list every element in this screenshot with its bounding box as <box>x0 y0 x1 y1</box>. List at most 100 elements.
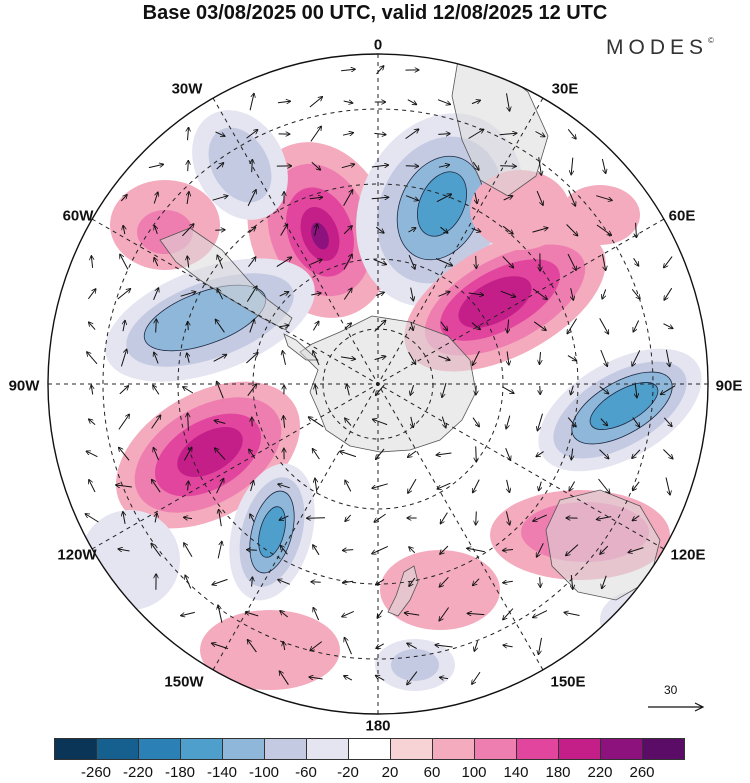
wind-arrow <box>310 641 323 651</box>
wind-arrow <box>665 477 670 495</box>
wind-arrow <box>87 352 98 365</box>
wind-arrow <box>567 355 576 361</box>
wind-arrow <box>212 643 229 650</box>
wind-arrow <box>183 448 191 461</box>
wind-arrow <box>123 512 125 524</box>
wind-arrow <box>89 480 96 493</box>
wind-arrow <box>407 643 417 650</box>
colorbar-swatch <box>390 738 433 760</box>
wind-arrow <box>472 417 479 427</box>
wind-arrow <box>629 547 644 553</box>
wind-arrow <box>343 101 353 103</box>
wind-arrow <box>507 351 509 364</box>
colorbar-swatch <box>642 738 685 760</box>
wind-arrow <box>153 386 160 395</box>
wind-arrow <box>372 545 389 553</box>
wind-arrow <box>438 355 449 360</box>
wind-arrow <box>539 481 542 491</box>
wind-arrow <box>538 413 543 431</box>
wind-arrow <box>187 353 189 363</box>
lon-label-60w: 60W <box>62 207 94 225</box>
wind-arrow <box>215 448 226 461</box>
wind-arrow <box>532 288 547 299</box>
wind-arrow <box>411 416 413 427</box>
wind-arrow <box>632 449 641 458</box>
wind-arrow <box>664 256 673 268</box>
wind-arrow <box>568 190 576 205</box>
wind-arrow <box>180 292 196 297</box>
wind-arrow <box>120 350 126 367</box>
wind-arrow <box>345 514 352 521</box>
wind-arrow <box>411 287 414 301</box>
wind-arrow <box>188 413 189 431</box>
wind-arrow <box>436 645 453 647</box>
anomaly-contour <box>589 382 659 430</box>
wind-arrow <box>405 166 418 167</box>
wind-arrow <box>503 581 513 583</box>
lon-label-120e: 120E <box>670 546 706 564</box>
wind-arrow <box>440 226 448 233</box>
reference-vector: 30 <box>646 683 706 723</box>
wind-arrow <box>540 352 541 364</box>
wind-arrow <box>309 197 322 199</box>
wind-arrow <box>506 93 510 110</box>
wind-arrow <box>249 320 254 333</box>
wind-arrow <box>313 545 320 556</box>
anomaly-contour <box>177 427 243 477</box>
wind-arrow <box>468 613 485 614</box>
wind-arrow <box>216 320 225 333</box>
wind-arrow <box>507 319 508 333</box>
wind-arrow <box>633 320 640 332</box>
wind-arrow <box>632 350 641 365</box>
wind-arrow <box>278 484 290 489</box>
wind-arrow <box>536 190 543 205</box>
wind-arrow <box>372 483 388 488</box>
wind-arrow <box>215 421 226 424</box>
wind-arrow <box>500 290 515 297</box>
wind-arrow <box>441 512 448 524</box>
wind-arrow <box>373 259 386 265</box>
map-boundary <box>47 53 709 715</box>
wind-arrow <box>341 69 355 71</box>
lon-label-90e: 90E <box>715 377 743 395</box>
colorbar <box>54 738 685 760</box>
map-title: Base 03/08/2025 00 UTC, valid 12/08/2025… <box>142 2 608 24</box>
colorbar-tick-label: -180 <box>164 764 196 781</box>
colorbar-swatch <box>516 738 559 760</box>
wind-arrow <box>154 448 159 461</box>
wind-arrow <box>153 193 158 204</box>
wind-arrow <box>471 322 480 330</box>
copyright-mark: © <box>708 36 714 45</box>
wind-arrow <box>598 478 610 493</box>
wind-arrow <box>476 511 477 525</box>
wind-arrow <box>410 385 415 395</box>
wind-arrow <box>472 671 481 684</box>
wind-arrow <box>156 320 157 333</box>
wind-arrow <box>119 549 130 551</box>
wind-arrow <box>441 416 445 428</box>
antarctic-peninsula-land <box>283 333 320 361</box>
wind-arrow <box>567 253 576 270</box>
wind-arrow <box>248 227 256 234</box>
wind-arrow <box>117 289 130 300</box>
wind-arrow <box>280 515 289 520</box>
wind-arrow <box>499 133 517 135</box>
wind-arrow <box>571 157 573 175</box>
wind-arrow <box>438 134 449 135</box>
wind-arrow <box>187 257 188 268</box>
wind-arrow <box>87 451 98 458</box>
wind-arrow <box>342 133 353 135</box>
wind-arrow <box>247 550 257 551</box>
colorbar-tick-label: -260 <box>80 764 112 781</box>
wind-arrow <box>280 671 289 685</box>
wind-arrow <box>599 449 609 459</box>
wind-arrow <box>216 479 224 494</box>
wind-arrow <box>183 387 194 394</box>
wind-arrow <box>216 163 224 170</box>
wind-arrow <box>533 514 548 521</box>
wind-arrow <box>315 385 317 395</box>
wind-arrow <box>440 677 449 678</box>
colorbar-tick-label: 20 <box>381 764 399 781</box>
wind-arrow <box>565 613 580 616</box>
wind-arrow <box>633 515 640 521</box>
